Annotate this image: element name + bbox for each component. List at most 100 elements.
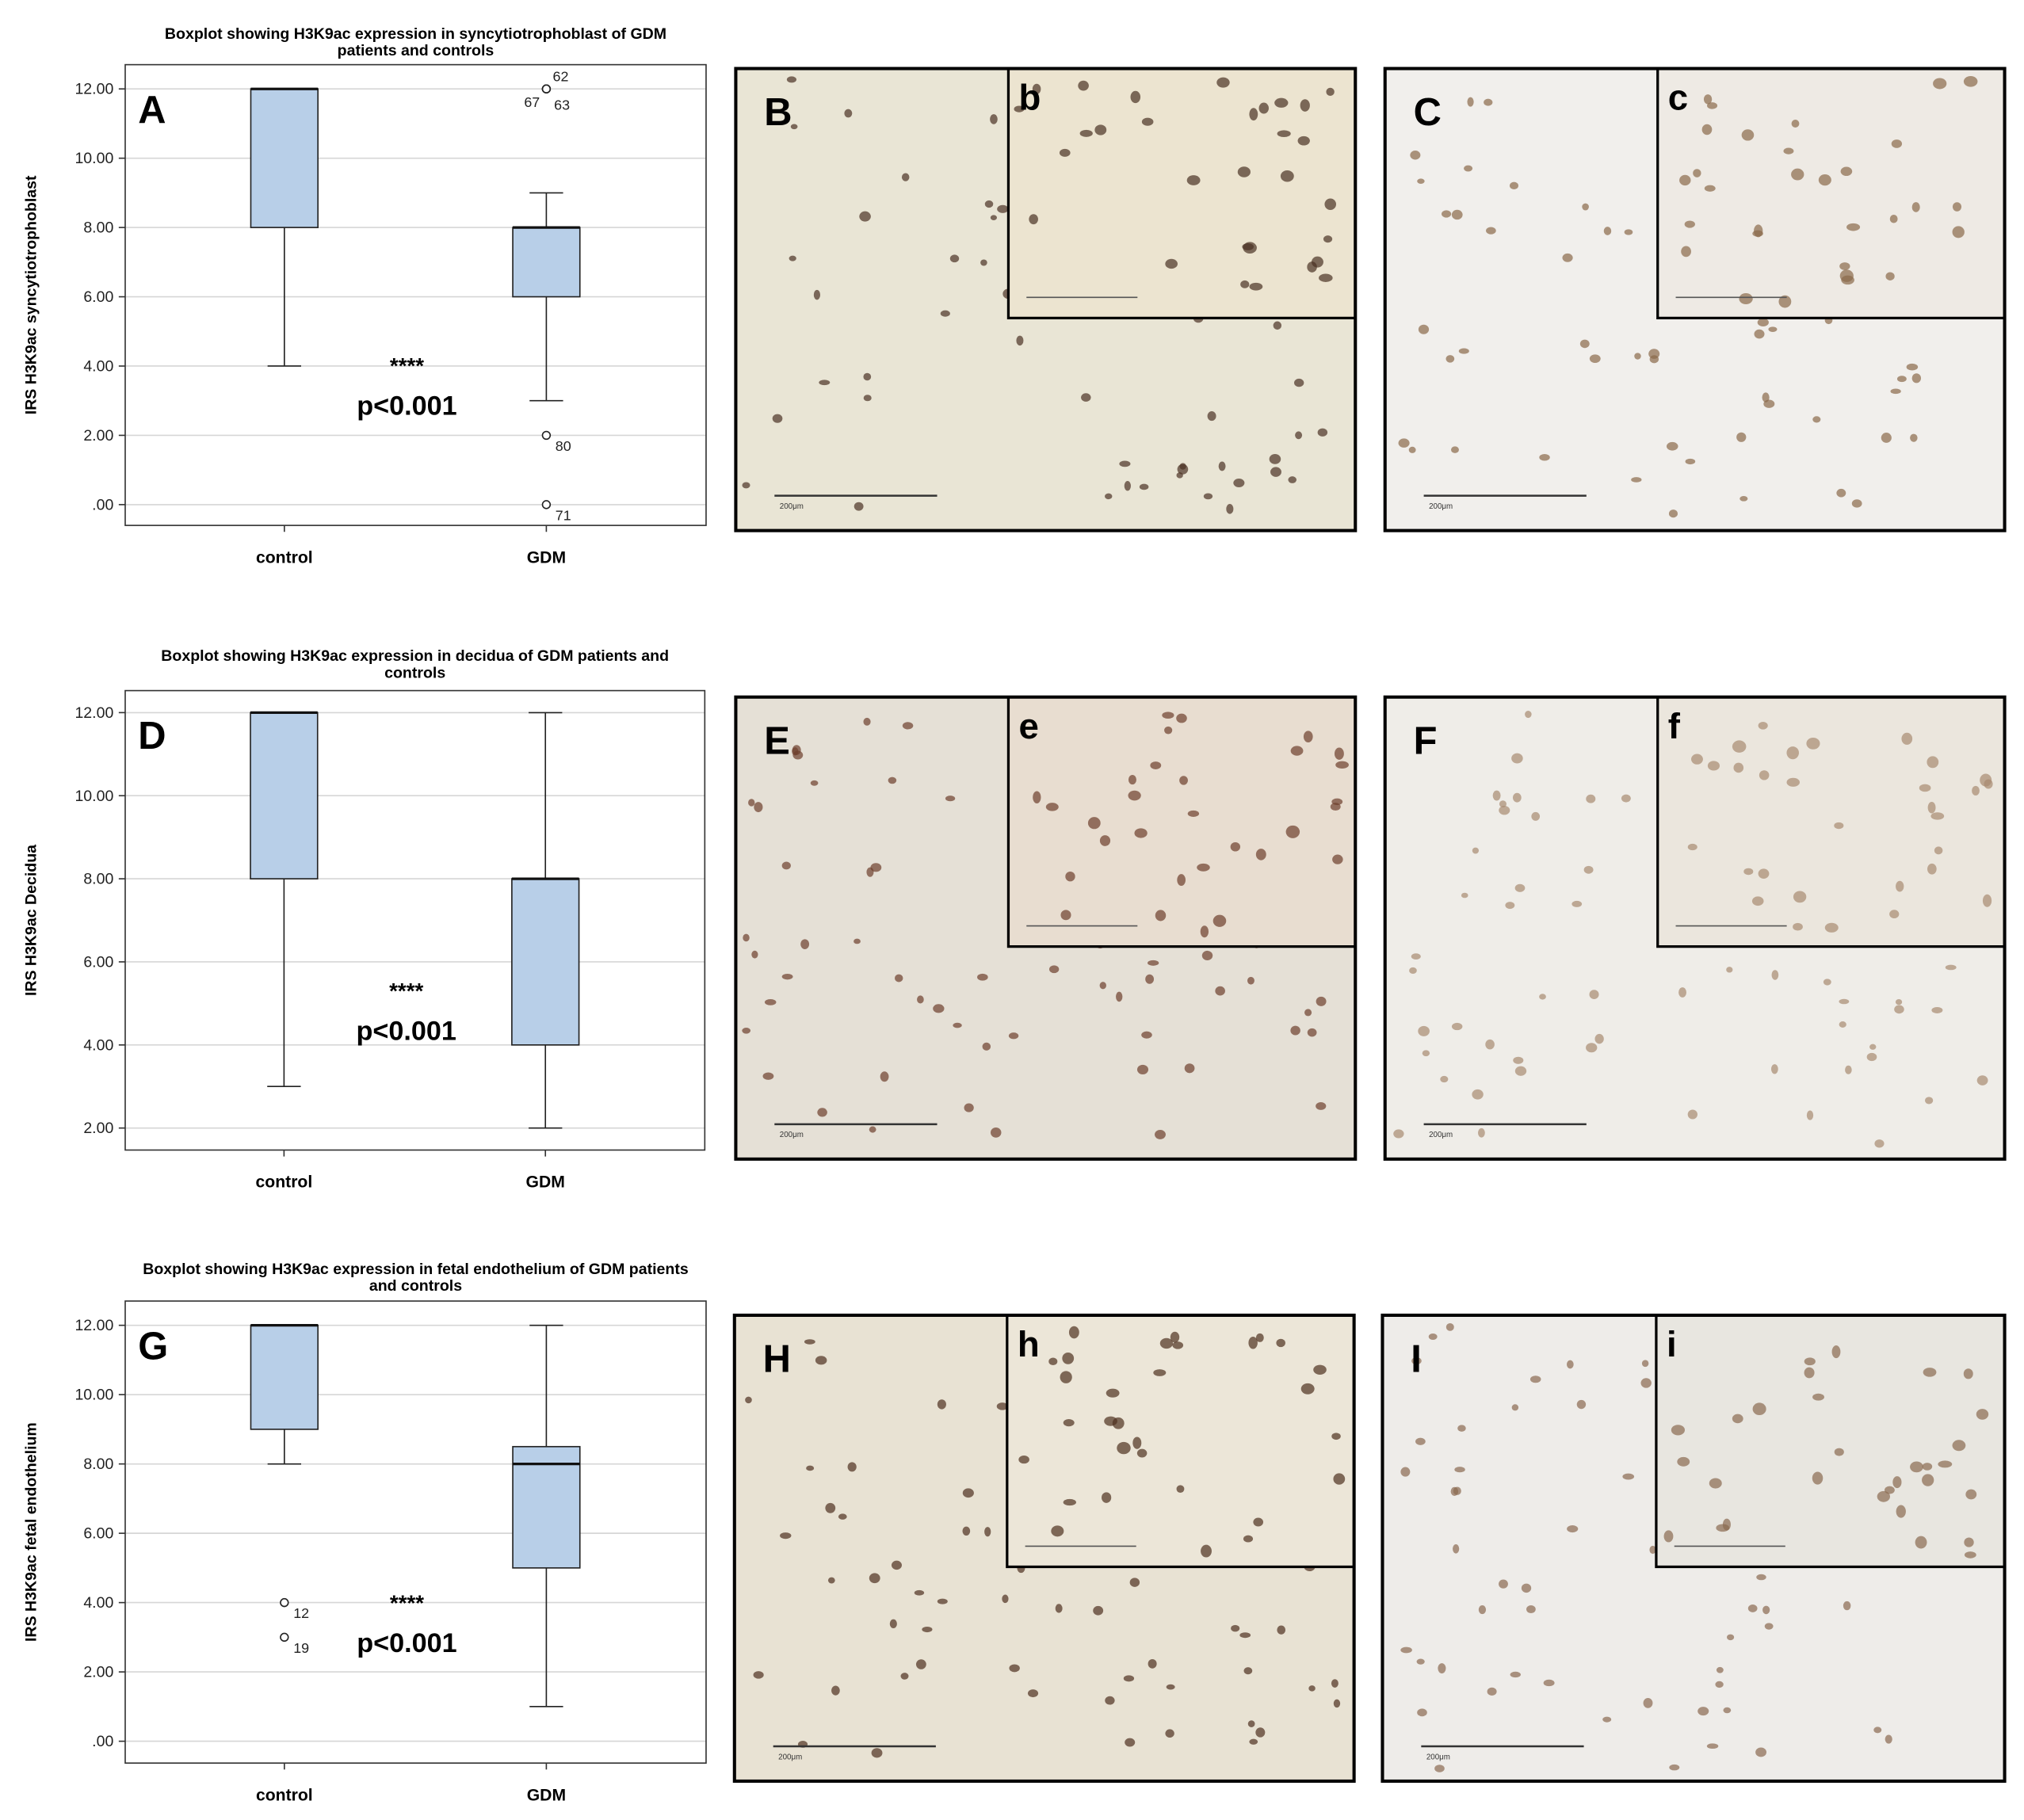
cell-nucleus [1492, 790, 1501, 801]
cell-nucleus [1965, 1489, 1977, 1500]
chart-title: Boxplot showing H3K9ac expression in fet… [143, 1261, 689, 1295]
cell-nucleus [748, 799, 755, 807]
y-tick-label: 4.00 [83, 1594, 113, 1612]
cell-nucleus [1136, 1064, 1149, 1074]
y-axis-label: IRS H3K9ac syncytiotrophoblast [23, 175, 40, 414]
cell-nucleus [781, 861, 791, 870]
cell-nucleus [1602, 1716, 1612, 1723]
cell-nucleus [1307, 1028, 1317, 1037]
cell-nucleus [813, 289, 821, 300]
cell-nucleus [1885, 1734, 1892, 1744]
inset-label: i [1667, 1324, 1677, 1364]
x-tick-label: GDM [527, 548, 566, 567]
cell-nucleus [1393, 1129, 1404, 1139]
cell-nucleus [743, 933, 750, 942]
cell-nucleus [1048, 965, 1060, 974]
cell-nucleus [1065, 871, 1075, 882]
cell-nucleus [1018, 1456, 1029, 1464]
cell-nucleus [1243, 1535, 1254, 1543]
inset-label: e [1018, 706, 1038, 746]
cell-nucleus [1543, 1679, 1555, 1687]
cell-nucleus [1762, 1605, 1770, 1615]
outlier [280, 1597, 289, 1608]
outlier [541, 500, 552, 509]
cell-nucleus [863, 395, 872, 402]
cell-nucleus [1806, 1110, 1814, 1120]
y-tick-label: 6.00 [83, 288, 113, 306]
cell-nucleus [1512, 792, 1522, 803]
cell-nucleus [742, 1027, 751, 1034]
cell-nucleus [1812, 416, 1821, 423]
cell-nucleus [1324, 198, 1337, 211]
cell-nucleus [1166, 1684, 1175, 1690]
cell-nucleus [1290, 1025, 1300, 1036]
cell-nucleus [1927, 756, 1939, 769]
cell-nucleus [888, 776, 897, 784]
cell-nucleus [1922, 1463, 1933, 1471]
cell-nucleus [1927, 802, 1936, 814]
cell-nucleus [1791, 168, 1804, 181]
cell-nucleus [1906, 363, 1919, 371]
cell-nucleus [1106, 1388, 1120, 1398]
cell-nucleus [1063, 1498, 1077, 1506]
cell-nucleus [1104, 1416, 1117, 1426]
cell-nucleus [847, 1462, 857, 1472]
cell-nucleus [786, 76, 797, 83]
cell-nucleus [844, 109, 853, 118]
cell-nucleus [1579, 339, 1590, 349]
cell-nucleus [1722, 1518, 1731, 1531]
cell-nucleus [1486, 227, 1496, 235]
cell-nucleus [1288, 476, 1297, 483]
cell-nucleus [990, 1127, 1002, 1138]
cell-nucleus [1029, 214, 1038, 225]
cell-nucleus [1806, 737, 1820, 750]
cell-nucleus [1910, 433, 1918, 442]
cell-nucleus [1454, 1467, 1465, 1473]
cell-nucleus [1668, 509, 1678, 518]
cell-nucleus [1889, 214, 1898, 223]
cell-nucleus [1756, 1574, 1766, 1581]
cell-nucleus [1716, 1666, 1724, 1673]
cell-nucleus [1715, 1681, 1724, 1688]
outlier-label: 62 [553, 68, 569, 84]
cell-nucleus [1277, 130, 1291, 137]
inset-micrograph [1655, 1314, 2007, 1569]
cell-nucleus [1300, 99, 1310, 112]
cell-nucleus [1451, 1022, 1463, 1031]
cell-nucleus [1924, 1097, 1934, 1105]
cell-nucleus [1812, 1393, 1824, 1401]
cell-nucleus [1331, 1433, 1341, 1440]
cell-nucleus [1736, 432, 1747, 442]
cell-nucleus [1411, 953, 1421, 960]
cell-nucleus [1804, 1357, 1816, 1366]
x-tick-label: control [256, 1173, 313, 1192]
cell-nucleus [1087, 817, 1101, 830]
cell-nucleus [1258, 102, 1269, 114]
cell-nucleus [1877, 1490, 1890, 1502]
cell-nucleus [1704, 185, 1716, 192]
cell-nucleus [1603, 227, 1612, 235]
outlier [541, 84, 552, 93]
panel-label: I [1411, 1338, 1422, 1381]
cell-nucleus [1249, 282, 1263, 291]
cell-nucleus [1594, 1033, 1604, 1044]
cell-nucleus [819, 380, 831, 386]
y-tick-label: 10.00 [74, 150, 113, 167]
inset-micrograph [1006, 696, 1357, 948]
cell-nucleus [1621, 794, 1631, 803]
cell-nucleus [1873, 1727, 1882, 1734]
cell-nucleus [827, 1577, 835, 1584]
scale-bar-label: 200μm [780, 1131, 804, 1139]
cell-nucleus [780, 1532, 792, 1540]
cell-nucleus [1834, 1448, 1844, 1456]
outlier-label: 19 [293, 1640, 309, 1656]
cell-nucleus [1102, 1492, 1112, 1503]
cell-nucleus [1938, 1460, 1953, 1468]
cell-nucleus [1418, 324, 1430, 334]
cell-nucleus [810, 780, 819, 786]
cell-nucleus [1231, 1624, 1240, 1632]
cell-nucleus [1410, 151, 1421, 160]
cell-nucleus [1099, 835, 1111, 846]
cell-nucleus [1525, 711, 1532, 719]
cell-nucleus [1027, 1689, 1039, 1698]
